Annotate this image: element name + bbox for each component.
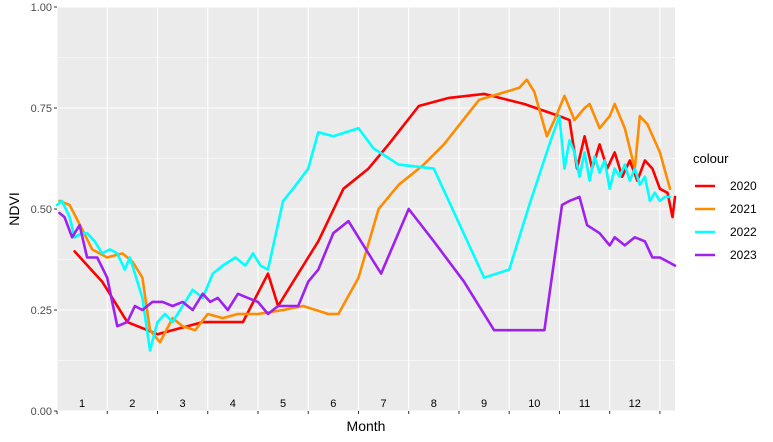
series-lines bbox=[55, 78, 677, 352]
month-label: 12 bbox=[629, 398, 641, 410]
legend-label-2020: 2020 bbox=[730, 179, 757, 193]
series-line-2023 bbox=[58, 195, 677, 332]
month-label: 8 bbox=[431, 398, 437, 410]
month-label: 10 bbox=[528, 398, 540, 410]
legend: colour 2020 2021 2022 2023 bbox=[693, 151, 757, 265]
legend-label-2022: 2022 bbox=[730, 225, 757, 239]
y-axis-title: NDVI bbox=[6, 192, 22, 225]
series-line-2022 bbox=[55, 114, 672, 352]
legend-title: colour bbox=[693, 151, 729, 166]
month-label: 11 bbox=[579, 398, 590, 410]
month-label: 3 bbox=[180, 398, 186, 410]
month-label: 7 bbox=[381, 398, 387, 410]
y-tick-label: 0.25 bbox=[31, 305, 52, 317]
y-axis-ticks: 0.00 0.25 0.50 0.75 1.00 bbox=[31, 2, 57, 418]
month-label: 5 bbox=[280, 398, 286, 410]
month-label: 4 bbox=[230, 398, 236, 410]
series-line-2021 bbox=[58, 78, 672, 344]
x-axis-ticks bbox=[56, 411, 661, 414]
y-tick-label: 1.00 bbox=[31, 2, 52, 14]
month-label: 6 bbox=[330, 398, 336, 410]
month-labels: 1 2 3 4 5 6 7 8 9 10 11 12 bbox=[79, 398, 641, 410]
month-label: 1 bbox=[79, 398, 85, 410]
legend-label-2021: 2021 bbox=[730, 202, 757, 216]
legend-label-2023: 2023 bbox=[730, 248, 757, 262]
x-axis-title: Month bbox=[347, 418, 386, 434]
y-tick-label: 0.50 bbox=[31, 204, 52, 216]
month-label: 2 bbox=[129, 398, 135, 410]
y-tick-label: 0.75 bbox=[31, 103, 52, 115]
month-label: 9 bbox=[481, 398, 487, 410]
grid-minor bbox=[57, 57, 675, 361]
y-tick-label: 0.00 bbox=[31, 406, 52, 418]
series-line-2020 bbox=[73, 92, 677, 336]
